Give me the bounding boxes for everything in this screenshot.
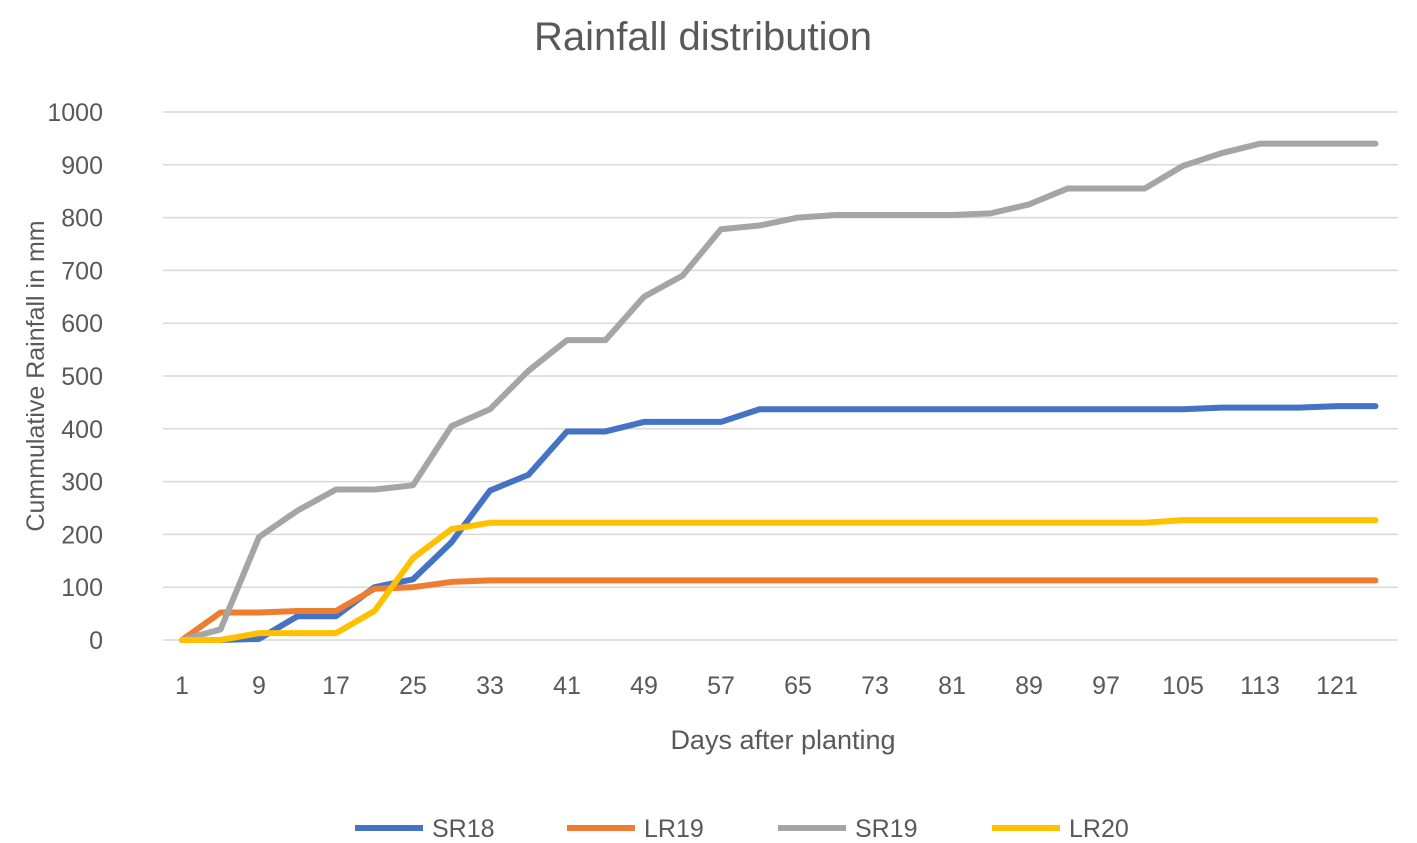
y-tick-label: 1000 [47, 99, 103, 127]
x-tick-labels: 1 9 17 25 33 41 49 57 65 73 81 89 97 105 113 121 [175, 672, 1358, 700]
series-line-lr19 [179, 577, 1379, 643]
legend-item-sr18[interactable]: SR18 [355, 815, 495, 843]
x-tick-label: 25 [399, 672, 427, 700]
legend-label: SR18 [432, 815, 495, 843]
x-tick-label: 113 [1240, 672, 1280, 700]
x-tick-label: 81 [938, 672, 966, 700]
x-tick-label: 9 [252, 672, 266, 700]
legend-label: SR19 [855, 815, 918, 843]
x-tick-label: 1 [175, 672, 189, 700]
x-tick-label: 89 [1015, 672, 1043, 700]
x-tick-label: 105 [1162, 672, 1204, 700]
y-tick-label: 400 [61, 416, 103, 444]
legend-item-sr19[interactable]: SR19 [778, 815, 918, 843]
gridlines [163, 111, 1398, 641]
y-tick-label: 500 [61, 363, 103, 391]
y-tick-label: 0 [89, 627, 103, 655]
y-tick-label: 300 [61, 469, 103, 497]
y-axis-title: Cummulative Rainfall in mm [22, 220, 50, 531]
x-tick-label: 33 [476, 672, 504, 700]
x-tick-label: 57 [707, 672, 735, 700]
legend-label: LR20 [1069, 815, 1129, 843]
y-tick-label: 900 [61, 152, 103, 180]
legend-label: LR19 [644, 815, 704, 843]
series-lines [179, 140, 1379, 643]
y-tick-label: 600 [61, 310, 103, 338]
y-tick-label: 700 [61, 257, 103, 285]
x-tick-label: 49 [630, 672, 658, 700]
series-line-lr20 [179, 517, 1379, 643]
y-tick-label: 800 [61, 205, 103, 233]
legend-item-lr20[interactable]: LR20 [992, 815, 1129, 843]
chart-title: Rainfall distribution [534, 15, 872, 59]
y-tick-labels: 0 100 200 300 400 500 600 700 800 900 1000 [47, 99, 103, 655]
x-tick-label: 73 [861, 672, 889, 700]
x-tick-label: 97 [1092, 672, 1120, 700]
legend-item-lr19[interactable]: LR19 [567, 815, 704, 843]
x-tick-label: 121 [1316, 672, 1358, 700]
x-tick-label: 65 [784, 672, 812, 700]
series-line-sr19 [179, 140, 1379, 643]
y-tick-label: 200 [61, 521, 103, 549]
y-tick-label: 100 [61, 574, 103, 602]
x-tick-label: 41 [553, 672, 581, 700]
x-axis-title: Days after planting [670, 725, 895, 755]
legend: SR18 LR19 SR19 LR20 [355, 815, 1129, 843]
x-tick-label: 17 [322, 672, 350, 700]
